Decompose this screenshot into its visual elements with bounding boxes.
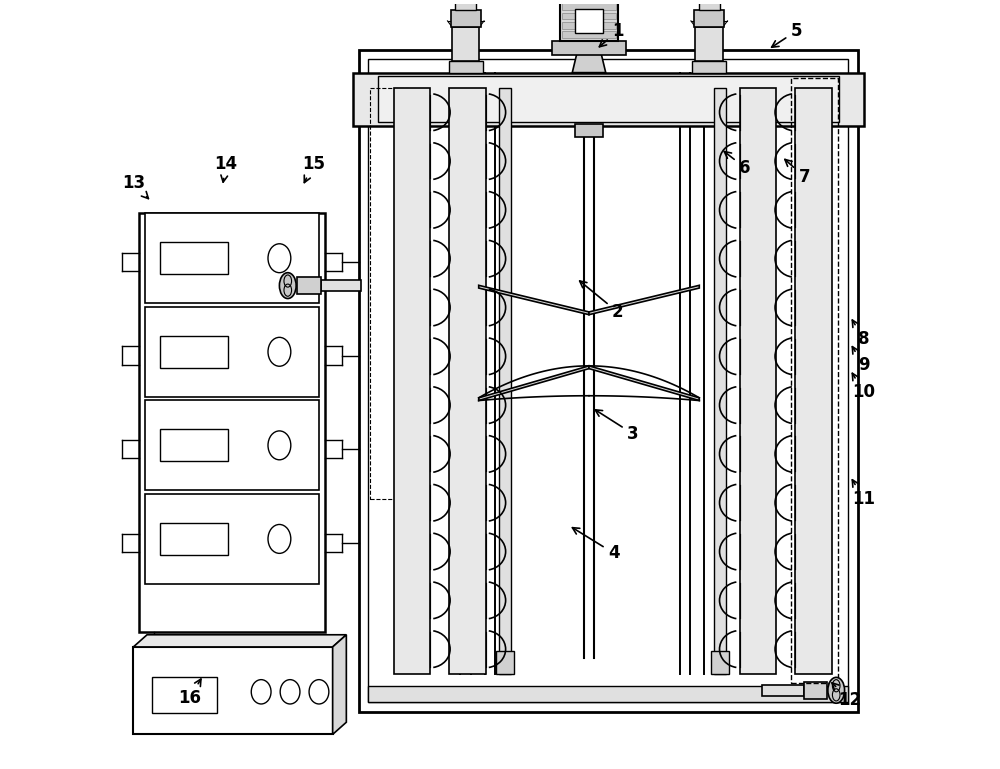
Text: 2: 2 <box>580 281 624 321</box>
Bar <box>575 124 603 138</box>
Text: 14: 14 <box>215 155 238 182</box>
Polygon shape <box>479 366 589 401</box>
Bar <box>451 10 481 27</box>
Text: 8: 8 <box>852 320 869 348</box>
Text: 12: 12 <box>832 683 861 709</box>
Text: 3: 3 <box>595 410 639 443</box>
Polygon shape <box>133 634 346 647</box>
Bar <box>711 651 729 674</box>
Bar <box>139 213 325 631</box>
Bar <box>499 88 511 674</box>
Text: 9: 9 <box>852 347 869 375</box>
Bar <box>562 0 616 1</box>
Text: 7: 7 <box>785 159 810 186</box>
Bar <box>562 3 616 10</box>
Text: 1: 1 <box>599 22 624 47</box>
Polygon shape <box>589 285 699 315</box>
Bar <box>160 429 228 461</box>
Bar <box>791 78 838 683</box>
Bar <box>160 242 228 275</box>
Bar <box>353 72 864 126</box>
Bar <box>562 12 616 19</box>
Bar <box>804 682 827 699</box>
Bar <box>370 88 408 498</box>
Polygon shape <box>479 285 589 315</box>
Text: 16: 16 <box>178 679 201 707</box>
Bar <box>552 42 626 55</box>
Bar <box>297 278 321 294</box>
Text: 15: 15 <box>302 155 325 182</box>
Polygon shape <box>333 634 346 734</box>
Bar <box>452 27 479 62</box>
Polygon shape <box>589 366 699 401</box>
Bar <box>368 686 848 702</box>
Bar <box>145 401 319 490</box>
Bar <box>321 280 361 291</box>
Bar <box>160 336 228 368</box>
Bar <box>562 31 616 38</box>
Bar <box>562 22 616 28</box>
Ellipse shape <box>268 431 291 460</box>
Bar <box>160 523 228 555</box>
Bar <box>762 685 804 696</box>
Bar <box>795 88 832 674</box>
Bar <box>714 88 726 674</box>
Text: 6: 6 <box>724 151 751 177</box>
Bar <box>496 651 514 674</box>
Bar <box>694 10 724 27</box>
Text: 4: 4 <box>572 528 620 562</box>
Bar <box>699 0 720 10</box>
Ellipse shape <box>280 680 300 704</box>
Text: 10: 10 <box>852 373 875 401</box>
Text: 11: 11 <box>852 480 875 508</box>
Bar <box>359 50 858 711</box>
Text: 13: 13 <box>122 174 148 198</box>
Bar <box>560 0 618 42</box>
Bar <box>145 213 319 303</box>
Ellipse shape <box>279 273 296 298</box>
Bar <box>394 88 430 674</box>
Bar <box>368 59 848 702</box>
Bar <box>575 8 603 33</box>
Bar <box>378 76 839 122</box>
Ellipse shape <box>268 244 291 273</box>
Bar <box>695 27 723 62</box>
Bar <box>145 307 319 397</box>
Ellipse shape <box>309 680 329 704</box>
Ellipse shape <box>268 524 291 554</box>
Bar <box>449 62 483 72</box>
Bar <box>152 677 217 713</box>
Ellipse shape <box>828 677 845 703</box>
Bar <box>455 0 476 10</box>
Ellipse shape <box>251 680 271 704</box>
Bar <box>145 494 319 584</box>
Ellipse shape <box>268 338 291 366</box>
Bar <box>449 88 486 674</box>
Polygon shape <box>572 54 606 72</box>
Text: 5: 5 <box>772 22 802 47</box>
Bar <box>133 647 333 734</box>
Bar <box>740 88 776 674</box>
Bar <box>692 62 726 72</box>
